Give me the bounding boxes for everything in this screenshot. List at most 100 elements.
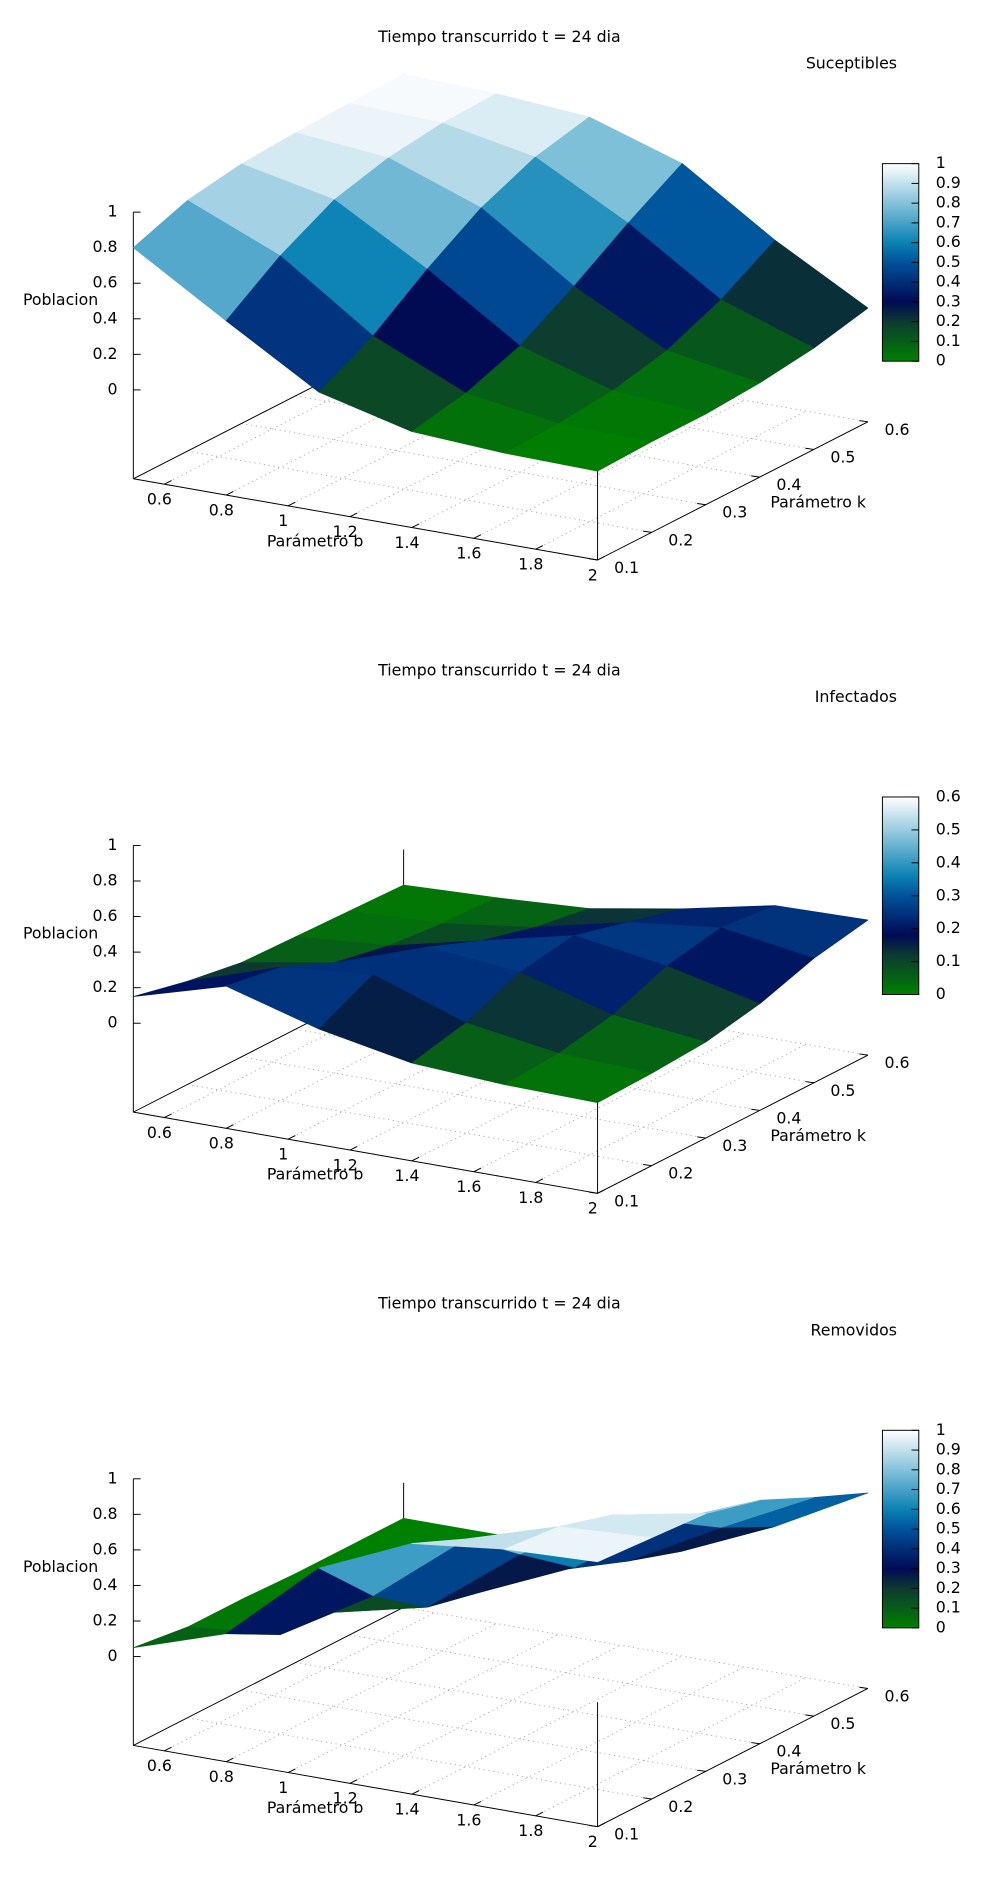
axis-line [597,1688,869,1828]
y-tick [643,530,652,533]
surface-patch [504,423,652,472]
x-tick [473,534,482,539]
x-tick [164,1746,172,1752]
colorbar-tick-label: 0.4 [936,852,961,871]
x-tick-label: 1.8 [518,1821,543,1840]
y-tick-label: 0.6 [884,1053,909,1072]
y-tick-label: 0.5 [830,447,855,466]
key-label: Removidos [811,1320,897,1339]
grid-line [473,399,745,539]
z-tick-label: 0.4 [93,942,118,961]
y-axis-label: Parámetro k [770,493,867,512]
x-tick-label: 1.8 [518,1188,543,1207]
axis-line [597,1054,869,1194]
y-tick [805,1081,814,1084]
z-tick-label: 0.4 [93,308,118,327]
x-tick [287,1135,296,1140]
x-tick-label: 1.6 [456,1810,481,1829]
z-tick-label: 1 [108,1468,118,1487]
colorbar-tick-label: 0.6 [936,1499,961,1518]
x-tick-label: 1.4 [394,533,419,552]
y-tick-label: 0.1 [614,1825,639,1844]
z-axis-label: Poblacion [23,290,98,309]
x-tick-label: 2 [588,565,598,584]
x-tick [473,1800,482,1806]
x-tick-label: 1.6 [456,544,481,563]
x-tick-label: 1.2 [333,522,358,541]
grid-line [535,410,807,550]
x-tick-label: 1 [278,1144,288,1163]
y-tick [589,1191,598,1194]
grid-line [187,450,652,533]
y-tick [643,1164,652,1167]
chart-title: Tiempo transcurrido t = 24 dia [377,27,620,46]
colorbar-tick-label: 0.3 [936,1558,961,1577]
axis-line [133,1606,404,1746]
grid-line [411,1655,683,1795]
y-tick-label: 0.2 [668,530,693,549]
z-tick-label: 0.2 [93,977,118,996]
y-tick-label: 0.3 [722,1136,747,1155]
grid-line [473,1666,745,1806]
z-tick-label: 0.8 [93,871,118,890]
y-tick [643,1797,652,1800]
x-tick-label: 0.8 [209,1767,234,1786]
colorbar-tick-label: 0.8 [936,193,961,212]
colorbar-tick-label: 0.5 [936,819,961,838]
colorbar-tick-label: 0.9 [936,173,961,192]
surface-patch [504,1053,652,1104]
z-tick-label: 0.2 [93,344,118,363]
y-tick-label: 0.5 [830,1714,855,1733]
colorbar-tick-label: 0.4 [936,272,961,291]
y-tick [589,1824,598,1828]
x-tick-label: 1.4 [394,1799,419,1818]
chart-title: Tiempo transcurrido t = 24 dia [377,660,620,679]
y-axis-label: Parámetro k [770,1126,867,1145]
z-tick-label: 1 [108,835,118,854]
x-tick [597,1189,606,1194]
colorbar-tick-label: 0.5 [936,252,961,271]
y-tick [751,1742,760,1745]
z-tick-label: 0.2 [93,1611,118,1630]
colorbar-tick-label: 0.7 [936,1479,961,1498]
colorbar-tick-label: 0.3 [936,291,961,310]
y-tick-label: 0.6 [884,420,909,439]
x-tick [411,523,420,528]
z-tick-label: 0 [108,1013,118,1032]
colorbar-tick-label: 0.6 [936,786,961,805]
surface-patch [504,1526,652,1563]
z-tick-label: 0.6 [93,273,118,292]
grid-line [535,1043,807,1183]
z-tick-label: 0 [108,379,118,398]
y-tick [697,1136,706,1139]
x-tick [225,1757,234,1763]
x-tick [349,512,358,518]
x-tick-label: 0.6 [147,1756,172,1775]
x-tick [473,1167,482,1173]
x-tick-label: 1.2 [333,1789,358,1808]
z-tick-label: 1 [108,202,118,221]
z-tick-label: 0.6 [93,1539,118,1558]
x-tick-label: 2 [588,1199,598,1218]
z-tick-label: 0.6 [93,906,118,925]
key-label: Infectados [815,687,897,706]
x-tick [411,1790,420,1795]
colorbar-tick-label: 0.4 [936,1538,961,1557]
x-tick [164,480,172,485]
y-tick [697,503,706,506]
z-tick-label: 0.8 [93,1504,118,1523]
grid-line [164,1612,435,1752]
y-tick-label: 0.3 [722,1769,747,1788]
y-tick [697,1769,706,1772]
x-tick [225,490,234,496]
x-tick [411,1156,420,1162]
y-tick [805,447,814,450]
y-tick-label: 0.4 [776,1742,801,1761]
colorbar-tick-label: 0.2 [936,918,961,937]
colorbar-tick-label: 1 [936,1420,946,1439]
y-tick-label: 0.2 [668,1797,693,1816]
x-tick [349,1779,358,1784]
grid-line [403,1606,868,1689]
x-tick-label: 0.6 [147,489,172,508]
